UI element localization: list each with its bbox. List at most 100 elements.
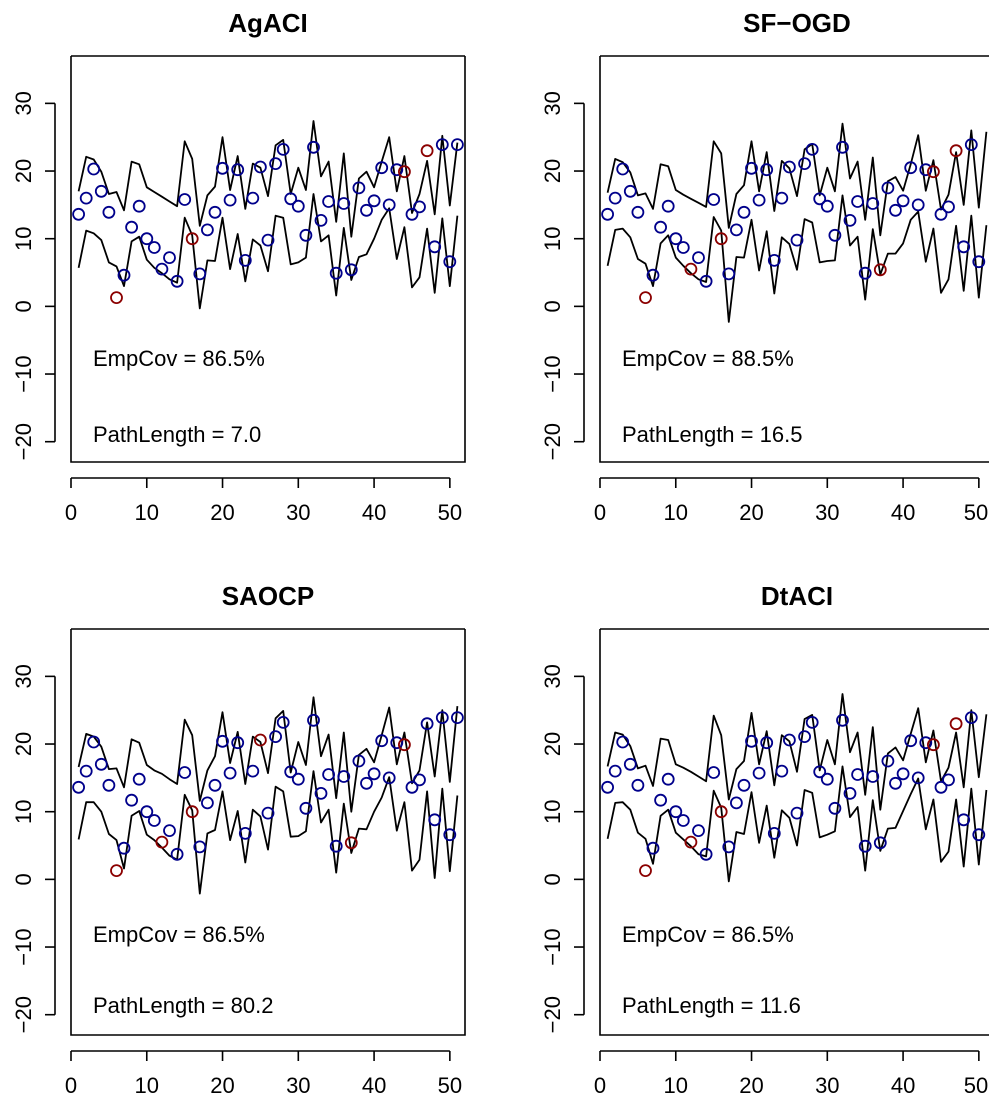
covered-point (889, 776, 902, 790)
covered-point (798, 157, 811, 171)
covered-point (904, 734, 918, 748)
covered-point (140, 232, 154, 246)
covered-point (360, 776, 373, 790)
covered-point (428, 240, 442, 254)
covered-point (216, 161, 229, 175)
covered-point (208, 778, 222, 792)
covered-point (276, 716, 290, 729)
covered-point (223, 766, 237, 780)
covered-point (836, 140, 849, 154)
covered-point (307, 140, 320, 154)
covered-point (631, 778, 645, 792)
upper-bound-line (606, 693, 988, 811)
covered-point (246, 191, 260, 205)
covered-point (276, 142, 290, 156)
covered-point (699, 274, 713, 288)
covered-point (72, 207, 85, 221)
pathlength-annotation: PathLength = 7.0 (93, 422, 261, 447)
covered-point (601, 207, 614, 221)
covered-point (443, 828, 457, 842)
covered-point (828, 228, 842, 242)
x-tick-label: 40 (891, 1073, 915, 1098)
uncovered-point (397, 738, 411, 752)
covered-point (623, 757, 637, 771)
x-tick-label: 20 (210, 500, 234, 525)
x-tick-label: 0 (65, 500, 77, 525)
x-tick-label: 50 (438, 500, 462, 525)
covered-point (79, 764, 93, 778)
covered-point (851, 768, 864, 781)
covered-point (813, 192, 827, 206)
covered-point (623, 184, 637, 198)
covered-point (676, 241, 690, 254)
uncovered-point (639, 291, 652, 305)
y-tick-label: 0 (540, 873, 565, 885)
covered-point (238, 253, 252, 267)
covered-point (775, 191, 789, 205)
panel-dtaci: DtACI EmpCov = 86.5% PathLength = 11.6 0… (540, 581, 989, 1098)
covered-point (329, 266, 343, 280)
covered-point (223, 193, 237, 207)
covered-point (352, 181, 366, 195)
covered-point (125, 220, 139, 234)
covered-point (911, 198, 925, 212)
covered-point (322, 768, 336, 781)
covered-point (707, 766, 721, 779)
covered-point (707, 193, 721, 206)
uncovered-point (714, 232, 728, 246)
y-tick-label: −10 (11, 928, 36, 965)
covered-point (147, 814, 161, 827)
covered-point (117, 841, 131, 855)
pathlength-annotation: PathLength = 11.6 (622, 993, 801, 1018)
covered-point (269, 730, 283, 743)
empcov-annotation: EmpCov = 86.5% (93, 922, 265, 947)
covered-point (375, 734, 389, 748)
x-tick-label: 30 (286, 500, 310, 525)
covered-point (147, 241, 161, 254)
x-tick-label: 40 (891, 500, 915, 525)
pathlength-annotation: PathLength = 80.2 (93, 993, 273, 1018)
x-tick-label: 50 (438, 1073, 462, 1098)
x-tick-label: 40 (362, 500, 386, 525)
panel-saocp: SAOCP EmpCov = 86.5% PathLength = 80.2 0… (11, 581, 466, 1098)
uncovered-point (397, 165, 411, 179)
panel-agaci: AgACI EmpCov = 86.5% PathLength = 7.0 0 1… (11, 8, 466, 525)
covered-point (919, 736, 933, 750)
covered-point (405, 207, 419, 221)
covered-point (608, 764, 622, 778)
covered-point (699, 847, 713, 861)
panel-title: SAOCP (222, 581, 314, 611)
covered-point (269, 157, 283, 171)
covered-point (193, 840, 207, 854)
y-tick-label: 30 (11, 664, 36, 688)
y-tick-label: −20 (11, 423, 36, 460)
covered-point (964, 138, 978, 152)
covered-point (843, 787, 857, 800)
covered-point (170, 847, 184, 861)
covered-point (646, 841, 660, 855)
covered-point (942, 200, 955, 214)
covered-point (163, 824, 176, 837)
covered-point (820, 199, 834, 213)
covered-point (322, 195, 336, 208)
covered-point (646, 268, 660, 282)
covered-point (851, 195, 864, 208)
covered-point (344, 263, 358, 277)
covered-point (783, 160, 796, 174)
panel-title: AgACI (228, 8, 307, 38)
covered-point (284, 192, 298, 206)
covered-point (238, 827, 252, 840)
covered-point (261, 806, 275, 820)
covered-point (881, 754, 895, 768)
x-tick-label: 0 (594, 1073, 606, 1098)
covered-point (200, 223, 214, 237)
covered-point (631, 205, 645, 219)
covered-point (737, 205, 751, 219)
covered-point (155, 262, 169, 276)
y-tick-label: 20 (11, 159, 36, 183)
covered-point (964, 711, 978, 724)
x-tick-label: 40 (362, 1073, 386, 1098)
uncovered-point (110, 864, 123, 877)
covered-point (934, 207, 948, 221)
uncovered-point (185, 232, 199, 246)
